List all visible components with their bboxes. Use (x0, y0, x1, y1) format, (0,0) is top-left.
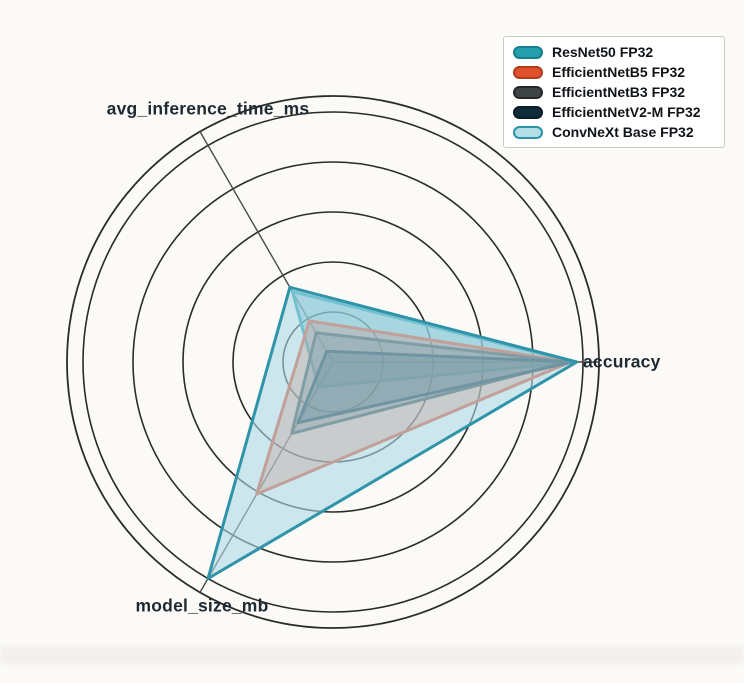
legend-label: ResNet50 FP32 (552, 44, 654, 60)
series-polygon (206, 285, 579, 580)
legend-label: EfficientNetB5 FP32 (552, 63, 686, 80)
legend-item: EfficientNetB3 FP32 (513, 83, 714, 100)
axis-label: accuracy (583, 352, 661, 372)
legend-label: ConvNeXt Base FP32 (552, 123, 694, 140)
legend-label: EfficientNetV2-M FP32 (552, 103, 701, 120)
legend-swatch-icon (513, 66, 543, 80)
legend-swatch-icon (513, 85, 543, 99)
legend-item: EfficientNetV2-M FP32 (513, 103, 714, 120)
legend-swatch-icon (513, 46, 543, 60)
legend-swatch-icon (513, 105, 543, 119)
legend-label: EfficientNetB3 FP32 (552, 83, 686, 100)
background-band (0, 646, 744, 664)
legend-item: ConvNeXt Base FP32 (513, 123, 714, 140)
legend-item: EfficientNetB5 FP32 (513, 63, 714, 80)
legend-item: ResNet50 FP32 (513, 44, 714, 60)
legend: ResNet50 FP32 EfficientNetB5 FP32 Effici… (503, 36, 725, 148)
axis-label: model_size_mb (136, 596, 269, 616)
legend-swatch-icon (513, 125, 543, 139)
axis-label: avg_inference_time_ms (107, 99, 310, 119)
